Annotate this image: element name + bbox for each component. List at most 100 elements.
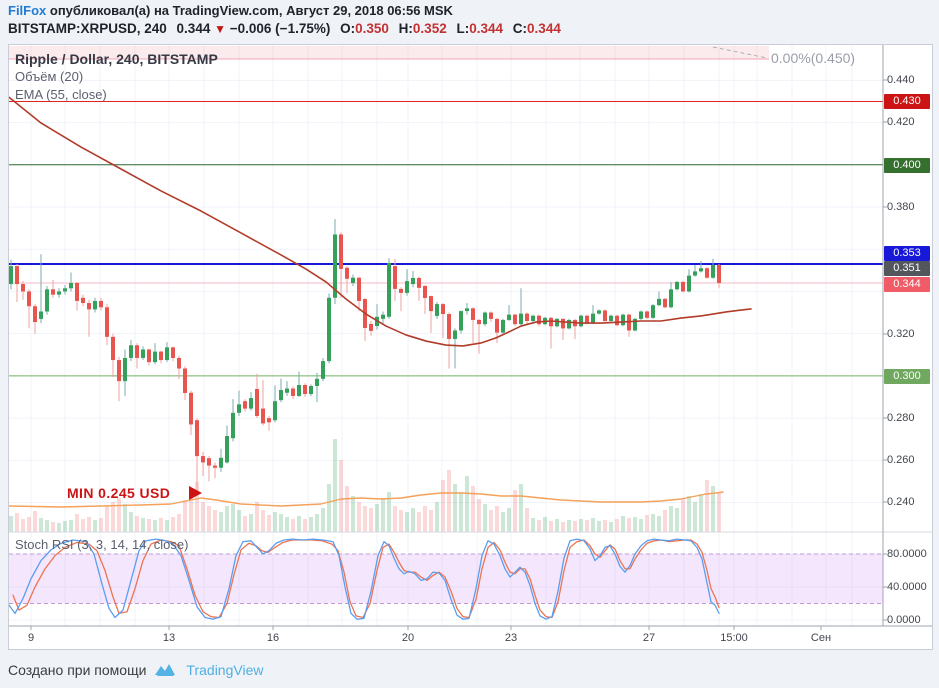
candle-up <box>639 311 643 319</box>
volume-bar <box>477 499 481 532</box>
candle-down <box>399 288 403 293</box>
candle-down <box>369 323 373 331</box>
candle-up <box>219 457 223 468</box>
chart-legend: Ripple / Dollar, 240, BITSTAMP Объём (20… <box>15 50 218 104</box>
candle-up <box>351 277 355 283</box>
chart-area[interactable]: Ripple / Dollar, 240, BITSTAMP Объём (20… <box>8 44 933 650</box>
tradingview-logo-icon[interactable] <box>154 662 178 678</box>
candle-down <box>111 336 115 361</box>
volume-bar <box>603 520 607 532</box>
volume-bar <box>201 502 205 532</box>
time-axis-label[interactable]: 13 <box>162 632 176 644</box>
volume-bar <box>693 502 697 532</box>
candle-up <box>9 266 13 285</box>
price-axis-label: 0.280 <box>887 412 915 424</box>
candle-up <box>123 357 127 382</box>
candle-down <box>393 266 397 289</box>
candle-up <box>621 314 625 326</box>
candle-up <box>597 310 601 314</box>
time-axis-label[interactable]: 15:00 <box>720 632 748 644</box>
volume-bar <box>489 510 493 532</box>
publish-bar: FilFox опубликовал(а) на TradingView.com… <box>8 3 453 18</box>
volume-bar <box>585 520 589 532</box>
volume-bar <box>39 518 43 532</box>
volume-bar <box>435 502 439 532</box>
candle-up <box>153 351 157 363</box>
time-axis-label[interactable]: Сен <box>810 632 832 644</box>
volume-bar <box>141 518 145 532</box>
candle-up <box>39 311 43 319</box>
volume-bar <box>231 504 235 532</box>
candle-down <box>51 289 55 295</box>
legend-ema-indicator[interactable]: EMA (55, close) <box>15 87 107 102</box>
price-axis-label: 0.240 <box>887 496 915 508</box>
high-label: H: <box>398 21 413 36</box>
volume-bar <box>357 502 361 532</box>
volume-bar <box>525 508 529 532</box>
candle-down <box>87 303 91 310</box>
volume-ma-line <box>9 491 724 508</box>
volume-bar <box>699 494 703 532</box>
fib-level-label: 0.00%(0.450) <box>771 50 856 66</box>
volume-bar <box>177 514 181 532</box>
volume-bar <box>597 521 601 532</box>
volume-bar <box>105 506 109 532</box>
chart-canvas[interactable] <box>9 45 932 649</box>
min-price-annotation: MIN 0.245 USD <box>67 485 171 501</box>
candle-down <box>105 307 109 337</box>
last-price: 0.344 <box>176 21 211 36</box>
volume-bar <box>111 502 115 532</box>
volume-bar <box>153 520 157 532</box>
candle-up <box>687 275 691 292</box>
volume-bar <box>321 508 325 532</box>
footer-bar: Создано при помощи TradingView <box>8 658 263 682</box>
candle-down <box>147 349 151 363</box>
time-axis-label[interactable]: 23 <box>504 632 518 644</box>
volume-bar <box>393 506 397 532</box>
candle-down <box>705 268 709 278</box>
volume-bar <box>405 512 409 532</box>
time-axis-label[interactable]: 16 <box>266 632 280 644</box>
volume-bar <box>411 508 415 532</box>
stoch-rsi-legend[interactable]: Stoch RSI (3, 3, 14, 14, close) <box>15 537 189 552</box>
candle-down <box>303 384 307 395</box>
candle-up <box>273 401 277 421</box>
candle-down <box>717 265 721 283</box>
volume-bar <box>327 484 331 532</box>
candle-down <box>585 315 589 324</box>
volume-bar <box>615 519 619 532</box>
volume-bar <box>189 488 193 532</box>
volume-bar <box>621 516 625 532</box>
volume-bar <box>369 508 373 532</box>
candle-down <box>183 368 187 393</box>
candle-down <box>603 310 607 321</box>
candle-down <box>471 308 475 320</box>
time-axis-label[interactable]: 27 <box>642 632 656 644</box>
volume-bar <box>147 519 151 532</box>
candle-up <box>333 234 337 298</box>
volume-bar <box>609 522 613 532</box>
volume-bar <box>333 439 337 532</box>
volume-bar <box>33 511 37 532</box>
time-axis-label[interactable]: 9 <box>27 632 35 644</box>
symbol-label[interactable]: BITSTAMP:XRPUSD, 240 <box>8 21 167 36</box>
close-value: 0.344 <box>527 21 561 36</box>
candle-down <box>417 277 421 288</box>
author-link[interactable]: FilFox <box>8 3 47 18</box>
candle-down <box>27 291 31 307</box>
candle-up <box>405 281 409 293</box>
volume-bar <box>309 517 313 532</box>
volume-bar <box>219 512 223 532</box>
low-label: L: <box>456 21 470 36</box>
legend-symbol[interactable]: Ripple / Dollar, 240, BITSTAMP <box>15 51 218 67</box>
candle-up <box>459 311 463 331</box>
candle-up <box>45 289 49 312</box>
legend-volume-indicator[interactable]: Объём (20) <box>15 69 84 84</box>
volume-bar <box>447 470 451 532</box>
volume-bar <box>633 517 637 532</box>
candle-up <box>483 312 487 325</box>
time-axis-label[interactable]: 20 <box>401 632 415 644</box>
volume-bar <box>483 504 487 532</box>
fib-trend-dash <box>712 46 768 59</box>
tradingview-link[interactable]: TradingView <box>186 662 264 678</box>
